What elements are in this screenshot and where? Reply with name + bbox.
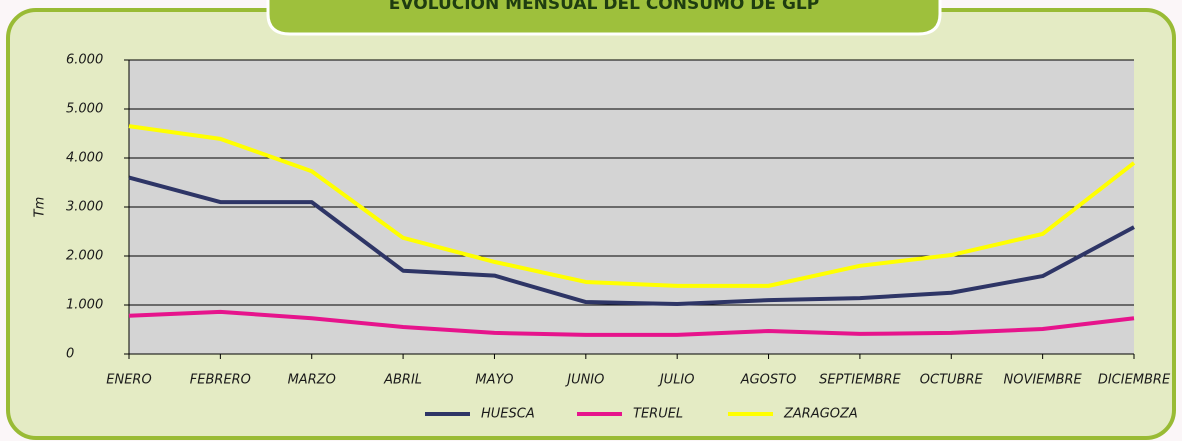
x-tick-label: MAYO	[475, 373, 513, 388]
line-series	[128, 124, 1136, 288]
x-tick-label: ABRIL	[383, 373, 422, 388]
x-tick-label: NOVIEMBRE	[1003, 373, 1082, 388]
x-tick-label: SEPTIEMBRE	[819, 373, 901, 388]
y-tick-label: 0	[66, 347, 74, 362]
legend-label: HUESCA	[481, 407, 535, 422]
x-tick-label: AGOSTO	[740, 373, 797, 388]
chart-title: EVOLUCIÓN MENSUAL DEL CONSUMO DE GLP	[389, 0, 819, 14]
x-tick-label: JULIO	[657, 373, 695, 388]
x-tick-label: JUNIO	[564, 373, 604, 388]
y-tick-label: 1.000	[66, 298, 103, 313]
y-tick-label: 6.000	[66, 53, 103, 68]
line-series	[128, 309, 1135, 337]
x-tick-label: OCTUBRE	[920, 373, 984, 388]
y-tick-label: 2.000	[66, 249, 103, 264]
legend-label: ZARAGOZA	[783, 407, 858, 422]
y-axis-label: Tm	[33, 197, 48, 218]
y-tick-label: 3.000	[66, 200, 103, 215]
x-tick-label: DICIEMBRE	[1098, 373, 1171, 388]
title-tab	[266, 0, 942, 36]
legend-label: TERUEL	[633, 407, 683, 422]
line-series	[128, 175, 1135, 307]
x-tick-label: FEBRERO	[190, 373, 251, 388]
x-tick-label: ENERO	[106, 373, 151, 388]
y-tick-label: 5.000	[66, 102, 103, 117]
x-tick-label: MARZO	[288, 373, 336, 388]
y-tick-label: 4.000	[66, 151, 103, 166]
